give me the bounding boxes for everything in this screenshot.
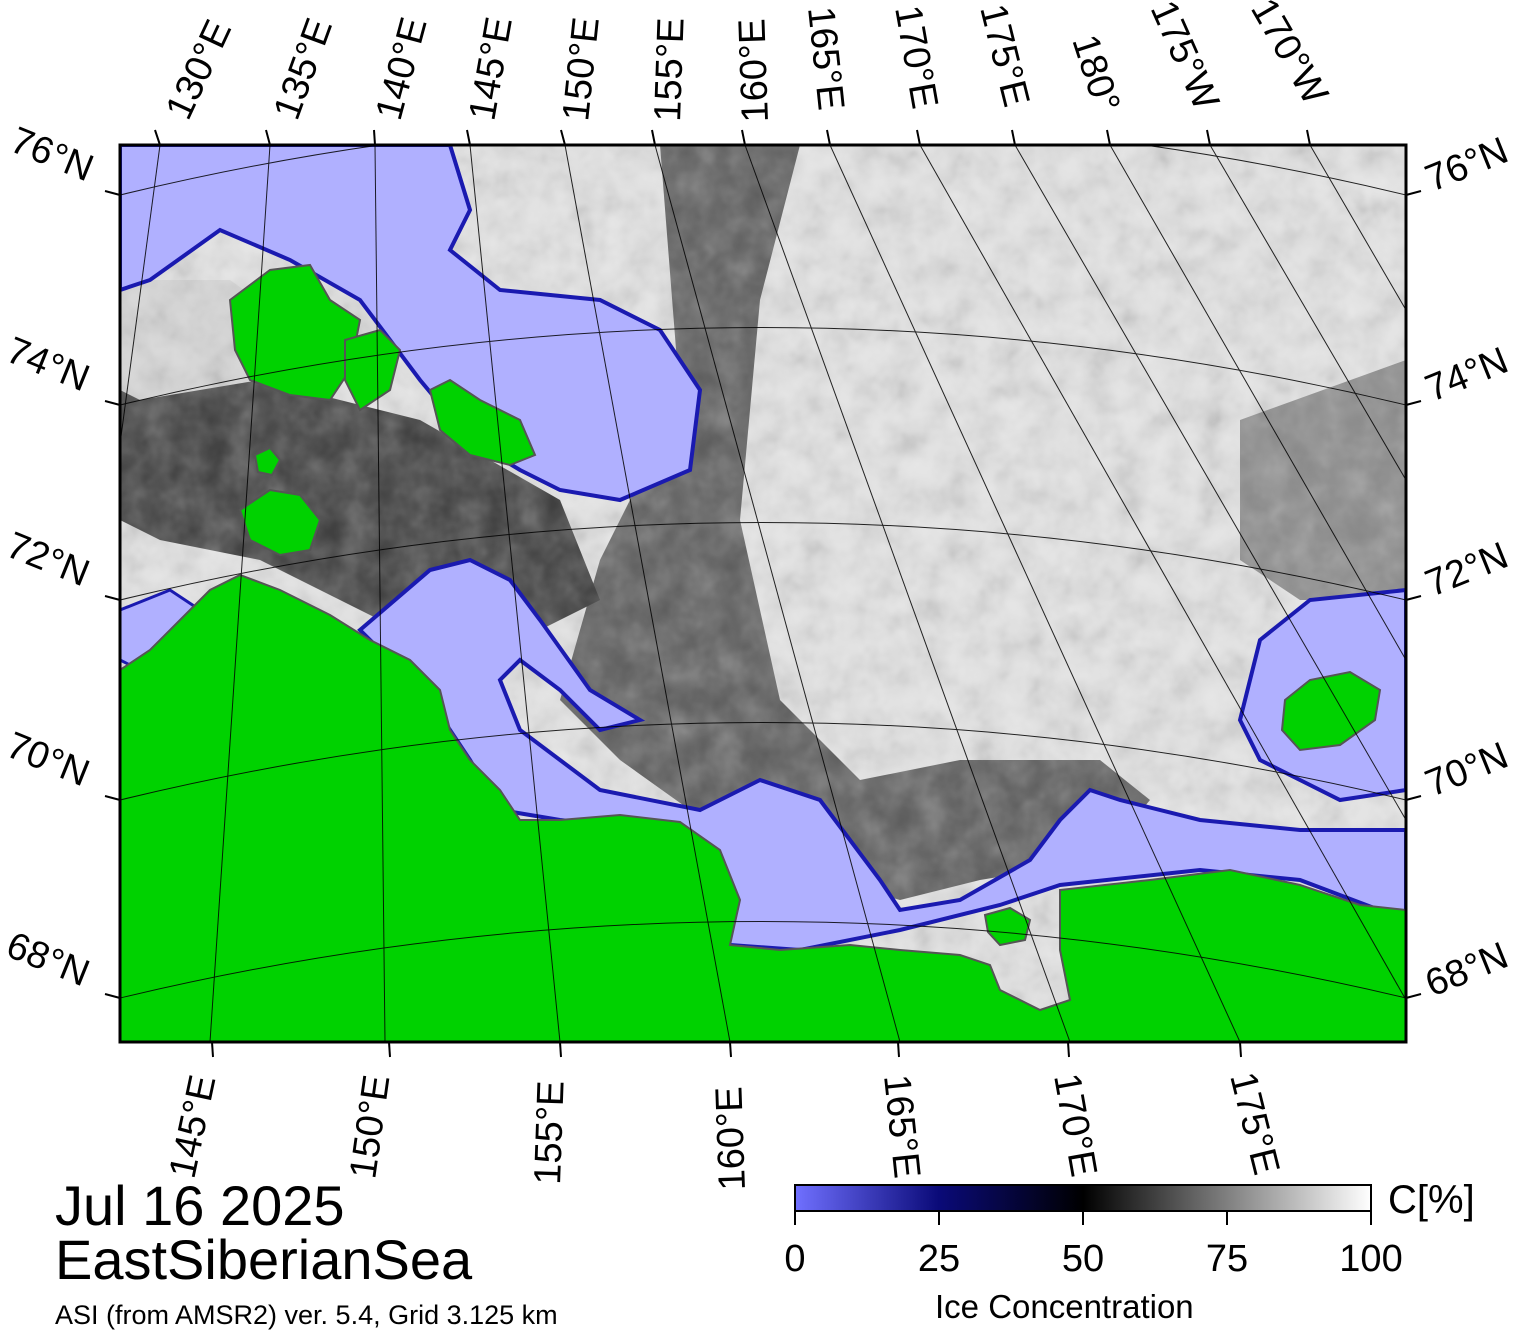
colorbar-tick-label: 25 — [917, 1238, 961, 1280]
right-lat-label: 76°N — [1420, 130, 1514, 201]
meridian — [120, 145, 161, 448]
meridian — [209, 145, 271, 1042]
right-lat-label: 74°N — [1420, 340, 1514, 411]
top-lon-label: 170°E — [886, 2, 945, 112]
left-lat-label: 76°N — [5, 119, 99, 190]
top-lon-label: 155°E — [647, 17, 693, 122]
region-name: EastSiberianSea — [55, 1228, 473, 1291]
parallel-68 — [120, 921, 1406, 999]
top-lon-label: 180° — [1063, 30, 1127, 118]
meridian — [744, 145, 1071, 1042]
colorbar-tick-label: 50 — [1061, 1238, 1105, 1280]
colorbar-tick-label: 100 — [1339, 1238, 1403, 1280]
left-lat-label: 70°N — [1, 724, 95, 795]
map-date: Jul 16 2025 — [55, 1174, 345, 1237]
new-siberian-island-novaya — [428, 378, 537, 467]
parallel-76 — [120, 145, 1406, 196]
open-water-west — [120, 145, 703, 503]
top-lon-label: 160°E — [731, 18, 777, 123]
bottom-lon-label: 165°E — [875, 1073, 928, 1181]
colorbar-tick-label: 75 — [1205, 1238, 1249, 1280]
top-lon-label: 130°E — [158, 14, 240, 126]
top-lon-label: 175°E — [971, 0, 1037, 111]
meridian — [564, 145, 731, 1042]
left-lat-label: 72°N — [1, 524, 95, 595]
map-frame — [118, 143, 1408, 1044]
meridian — [654, 145, 901, 1042]
bottom-lon-label: 155°E — [527, 1080, 573, 1185]
left-lat-label: 68°N — [1, 924, 95, 995]
siberian-mainland — [120, 573, 1406, 1042]
top-lon-label: 165°E — [799, 5, 852, 113]
meridian — [469, 145, 561, 1042]
parallel-74 — [120, 327, 1406, 406]
right-lat-label: 68°N — [1420, 935, 1514, 1006]
top-lon-label: 140°E — [368, 13, 435, 124]
left-lat-label: 74°N — [1, 329, 95, 400]
right-lat-label: 72°N — [1420, 535, 1514, 606]
bottom-lon-label: 150°E — [342, 1072, 398, 1181]
bottom-lon-label: 160°E — [708, 1086, 754, 1191]
meridian — [1309, 145, 1406, 311]
ayon-island — [983, 906, 1032, 947]
colorbar-title: Ice Concentration — [935, 1288, 1194, 1325]
data-source: ASI (from AMSR2) ver. 5.4, Grid 3.125 km — [55, 1300, 558, 1330]
meridian — [829, 145, 1241, 1042]
small-island — [253, 446, 282, 477]
colorbar-unit: C[%] — [1388, 1178, 1475, 1222]
bottom-lon-label: 175°E — [1221, 1068, 1287, 1179]
meridian — [374, 145, 386, 1042]
bottom-lon-label: 170°E — [1045, 1070, 1104, 1180]
colorbar — [794, 1184, 1372, 1212]
meridian — [1209, 145, 1406, 481]
meridian — [1014, 145, 1406, 821]
lyakhovsky-island — [238, 488, 322, 557]
top-lon-label: 150°E — [555, 15, 608, 123]
top-lon-label: 145°E — [462, 14, 521, 124]
parallel-70 — [120, 722, 1406, 801]
meridian — [919, 145, 1406, 1001]
right-lat-label: 70°N — [1420, 735, 1514, 806]
new-siberian-island-east — [344, 328, 402, 412]
meridian — [1109, 145, 1406, 661]
top-lon-label: 135°E — [266, 13, 341, 125]
parallel-72 — [120, 522, 1406, 601]
top-lon-label: 175°W — [1142, 0, 1227, 116]
top-lon-label: 170°W — [1242, 0, 1336, 112]
bottom-lon-label: 145°E — [162, 1071, 225, 1181]
colorbar-tick-label: 0 — [784, 1238, 806, 1280]
